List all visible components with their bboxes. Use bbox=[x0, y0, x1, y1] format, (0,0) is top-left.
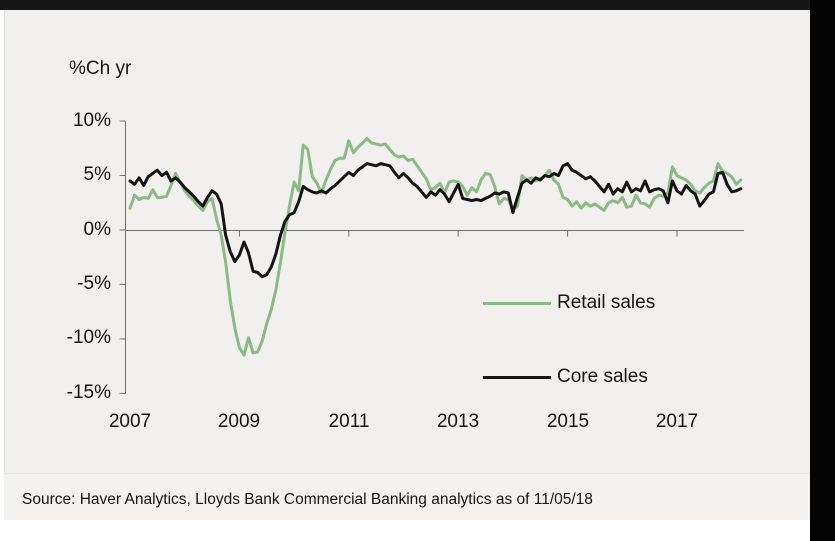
y-axis-title: %Ch yr bbox=[69, 58, 132, 79]
y-axis-tick-label: -5% bbox=[77, 273, 111, 294]
x-axis-tick-label: 2011 bbox=[328, 411, 370, 432]
x-axis-tick-label: 2017 bbox=[655, 411, 699, 432]
chart-panel bbox=[4, 10, 810, 520]
top-border-bar bbox=[0, 0, 835, 10]
y-axis-tick-label: -10% bbox=[66, 327, 111, 348]
retail-legend-line-swatch bbox=[483, 302, 551, 305]
x-axis-tick-label: 2015 bbox=[546, 411, 590, 432]
source-band: Source: Haver Analytics, Lloyds Bank Com… bbox=[4, 473, 810, 520]
right-border-bar bbox=[810, 0, 835, 541]
core-legend-label: Core sales bbox=[557, 366, 648, 387]
x-axis-tick-label: 2009 bbox=[217, 411, 261, 432]
source-text: Source: Haver Analytics, Lloyds Bank Com… bbox=[22, 491, 593, 508]
y-axis-tick-label: -15% bbox=[66, 382, 111, 403]
y-axis-tick-label: 5% bbox=[83, 164, 111, 185]
x-axis-tick-label: 2007 bbox=[108, 411, 152, 432]
y-axis-tick-label: 10% bbox=[72, 110, 111, 131]
x-axis-tick-label: 2013 bbox=[436, 411, 480, 432]
y-axis-tick-label: 0% bbox=[83, 219, 111, 240]
core-legend-line-swatch bbox=[483, 376, 551, 379]
retail-legend-label: Retail sales bbox=[557, 292, 656, 313]
